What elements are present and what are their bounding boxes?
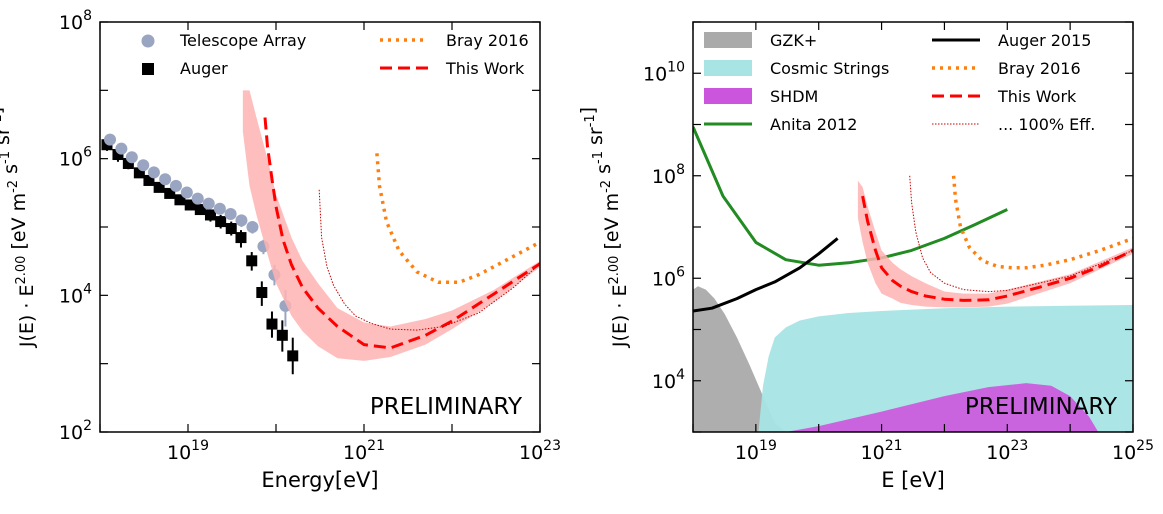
legend-anita-2012-label: Anita 2012 [770, 115, 857, 134]
y-tick-label: 108 [59, 8, 92, 34]
y-axis-label: J(E) · E2.00 [eV m-2 s-1 sr-1] [0, 107, 38, 348]
series-telescope-array-point [115, 142, 128, 155]
series-anita-2012-line [693, 126, 1008, 267]
legend-shdm-label: SHDM [770, 87, 818, 106]
series-this-work-band-shape [242, 90, 540, 361]
x-tick-label: 1019 [167, 438, 209, 464]
series-telescope-array-point [169, 179, 182, 192]
series-telescope-array-point [147, 166, 160, 179]
plot-area [693, 126, 1133, 432]
x-tick-label: 1025 [1112, 438, 1154, 464]
x-tick-label: 1019 [735, 438, 777, 464]
series-auger-point [194, 204, 206, 216]
series-telescope-array-point [137, 159, 150, 172]
x-tick-label: 1021 [861, 438, 903, 464]
series-telescope-array-point [159, 173, 172, 186]
legend-cosmic-strings-patch [704, 60, 752, 76]
series-auger-point [153, 181, 165, 193]
preliminary-annotation: PRELIMINARY [370, 394, 523, 420]
series-auger-point [276, 329, 288, 341]
y-tick-label: 104 [652, 367, 685, 393]
series-this-work-line [263, 117, 540, 350]
series-telescope-array-point [246, 221, 259, 233]
series-auger-point [246, 255, 258, 267]
series-auger-point [287, 350, 299, 362]
series-auger-2015-line [693, 237, 839, 313]
series-auger-point [184, 199, 196, 211]
series-telescope-array-point [180, 186, 193, 199]
x-axis-label: Energy[eV] [261, 468, 378, 492]
legend-100-eff-label: ... 100% Eff. [998, 115, 1095, 134]
legend-auger-label: Auger [180, 59, 228, 78]
y-tick-label: 106 [652, 264, 685, 290]
series-bray-2016-line [375, 153, 540, 285]
series-auger-point [143, 174, 155, 186]
series-telescope-array-point [104, 133, 117, 146]
series-auger-point [266, 318, 278, 330]
series-shdm-fill [785, 383, 1099, 432]
series-telescope-array-point [202, 197, 215, 210]
series-telescope-array-point [191, 192, 204, 205]
preliminary-annotation: PRELIMINARY [965, 394, 1118, 420]
series-auger-point [215, 216, 227, 228]
legend-bray-2016-label: Bray 2016 [446, 31, 529, 50]
legend-cosmic-strings-label: Cosmic Strings [770, 59, 889, 78]
series-telescope-array-point [125, 151, 138, 164]
series-auger-point [235, 232, 247, 244]
legend-auger-marker [142, 63, 154, 75]
ticks [99, 21, 541, 433]
series-auger-point [164, 187, 176, 199]
ticks [692, 21, 1134, 433]
legend-this-work-label: This Work [445, 59, 525, 78]
series-auger-point [174, 194, 186, 206]
series-auger-point [122, 157, 134, 169]
left-panel: 1019 1021 1023 102 104 106 108 Energy[eV] J(E) ·… [0, 8, 561, 492]
series-this-work-band-shape [857, 180, 1133, 308]
y-tick-label: 1010 [643, 59, 685, 85]
series-telescope-array-point [235, 214, 248, 227]
y-tick-label: 102 [59, 418, 92, 444]
y-tick-label: 106 [59, 145, 92, 171]
series-this-work-line [861, 195, 1133, 302]
y-axis-label: J(E) · E2.00 [eV m-2 s-1 sr-1] [577, 107, 631, 348]
x-tick-label: 1021 [343, 438, 385, 464]
series-auger-point [133, 167, 145, 179]
series-auger-point [256, 287, 268, 299]
legend-shdm-patch [704, 88, 752, 104]
y-tick-label: 104 [59, 281, 92, 307]
x-tick-label: 1023 [986, 438, 1028, 464]
plot-area [101, 90, 540, 375]
legend-gzk-label: GZK+ [770, 31, 817, 50]
legend-telescope-array-label: Telescope Array [179, 31, 306, 50]
legend-telescope-array-marker [141, 34, 155, 48]
series-telescope-array-point [213, 202, 226, 215]
y-tick-label: 108 [652, 162, 685, 188]
x-axis-label: E [eV] [881, 468, 945, 492]
series-telescope-array-point [224, 207, 237, 220]
series-auger-point [225, 223, 237, 235]
x-tick-label: 1023 [519, 438, 561, 464]
right-panel: 1019 1021 1023 1025 104 106 108 1010 E [eV] J(E) … [577, 21, 1154, 492]
legend-auger-2015-label: Auger 2015 [998, 31, 1091, 50]
axes-frame [99, 21, 541, 433]
series-auger-point [112, 149, 124, 161]
series-auger-point [204, 209, 216, 221]
legend: GZK+ Cosmic Strings SHDM Anita 2012 Auger 20… [704, 31, 1095, 134]
legend-this-work-label: This Work [997, 87, 1077, 106]
legend: Telescope Array Auger Bray 2016 This Work [141, 31, 529, 78]
series-100-eff-line [909, 175, 1133, 293]
legend-bray-2016-label: Bray 2016 [998, 59, 1081, 78]
legend-gzk-patch [704, 32, 752, 48]
